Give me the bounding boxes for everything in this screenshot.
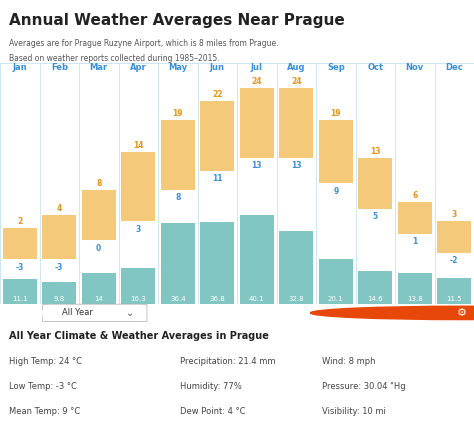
- Text: 22: 22: [212, 90, 222, 99]
- Text: Mean Temp: 9 °C: Mean Temp: 9 °C: [9, 408, 81, 417]
- Bar: [398, 202, 431, 234]
- Bar: [240, 215, 273, 304]
- Text: ⚙: ⚙: [457, 308, 467, 318]
- Text: Precipitation: 21.4 mm: Precipitation: 21.4 mm: [180, 357, 275, 365]
- Text: 11.1: 11.1: [12, 296, 27, 302]
- Text: 9: 9: [333, 187, 338, 196]
- Text: -3: -3: [55, 263, 64, 272]
- Text: Apr: Apr: [130, 63, 146, 72]
- Text: All Year Climate & Weather Averages in Prague: All Year Climate & Weather Averages in P…: [9, 331, 269, 341]
- Text: 13: 13: [370, 147, 381, 156]
- Text: 8: 8: [175, 193, 181, 202]
- Text: Aug: Aug: [287, 63, 306, 72]
- Bar: [3, 279, 36, 304]
- Bar: [161, 120, 194, 190]
- Text: 13: 13: [291, 161, 301, 170]
- Text: Jul: Jul: [251, 63, 263, 72]
- Text: 11.5: 11.5: [447, 296, 462, 302]
- Text: 13.8: 13.8: [407, 296, 423, 302]
- Text: 6: 6: [412, 191, 418, 201]
- Bar: [161, 223, 194, 304]
- Bar: [319, 120, 353, 183]
- Text: Based on weather reports collected during 1985–2015.: Based on weather reports collected durin…: [9, 54, 220, 63]
- Bar: [82, 273, 116, 304]
- Bar: [319, 259, 353, 304]
- Text: Wind: 8 mph: Wind: 8 mph: [322, 357, 376, 365]
- Text: 1: 1: [412, 237, 418, 246]
- Bar: [438, 278, 471, 304]
- Text: 0: 0: [96, 243, 101, 253]
- Text: 24: 24: [252, 77, 262, 86]
- Text: Sep: Sep: [327, 63, 345, 72]
- Bar: [358, 158, 392, 209]
- Text: All Year: All Year: [62, 309, 92, 317]
- Text: 3: 3: [452, 210, 457, 220]
- Text: 36.4: 36.4: [170, 296, 185, 302]
- Text: 32.8: 32.8: [289, 296, 304, 302]
- Text: 8: 8: [96, 179, 101, 188]
- Text: 19: 19: [330, 109, 341, 118]
- Text: 14.6: 14.6: [367, 296, 383, 302]
- Text: Jun: Jun: [210, 63, 225, 72]
- Text: Feb: Feb: [51, 63, 68, 72]
- Bar: [82, 190, 116, 240]
- Text: 24: 24: [291, 77, 301, 86]
- Bar: [201, 222, 234, 304]
- Text: May: May: [168, 63, 187, 72]
- Text: Humidity: 77%: Humidity: 77%: [180, 382, 242, 391]
- Text: -3: -3: [16, 263, 24, 272]
- Text: High Temp: 24 °C: High Temp: 24 °C: [9, 357, 82, 365]
- Bar: [358, 271, 392, 304]
- Bar: [43, 282, 76, 304]
- Bar: [280, 231, 313, 304]
- Text: 9.8: 9.8: [54, 296, 65, 302]
- Text: Showing:: Showing:: [5, 309, 52, 317]
- Text: Annual Weather Averages Near Prague: Annual Weather Averages Near Prague: [9, 13, 345, 28]
- Text: Jan: Jan: [12, 63, 27, 72]
- Text: 2: 2: [17, 217, 22, 226]
- Text: Visibility: 10 mi: Visibility: 10 mi: [322, 408, 386, 417]
- Text: -2: -2: [450, 256, 458, 265]
- Text: 4: 4: [56, 204, 62, 213]
- Text: 14: 14: [133, 141, 144, 150]
- Text: Dec: Dec: [446, 63, 463, 72]
- Text: Dew Point: 4 °C: Dew Point: 4 °C: [180, 408, 246, 417]
- Text: 11: 11: [212, 174, 222, 183]
- Text: 40.1: 40.1: [249, 296, 264, 302]
- Text: 3: 3: [136, 224, 141, 233]
- Bar: [398, 273, 431, 304]
- Text: 19: 19: [173, 109, 183, 118]
- Text: 13: 13: [252, 161, 262, 170]
- Text: 36.8: 36.8: [210, 296, 225, 302]
- Text: 5: 5: [373, 212, 378, 221]
- FancyBboxPatch shape: [43, 304, 147, 322]
- Circle shape: [310, 306, 474, 319]
- Bar: [280, 88, 313, 158]
- Bar: [43, 215, 76, 260]
- Text: 16.3: 16.3: [130, 296, 146, 302]
- Bar: [3, 228, 36, 260]
- Text: 20.1: 20.1: [328, 296, 344, 302]
- Text: Oct: Oct: [367, 63, 383, 72]
- Text: Nov: Nov: [406, 63, 424, 72]
- Bar: [201, 101, 234, 171]
- Bar: [121, 151, 155, 221]
- Bar: [240, 88, 273, 158]
- Text: Low Temp: -3 °C: Low Temp: -3 °C: [9, 382, 77, 391]
- Text: ⌄: ⌄: [126, 308, 135, 318]
- Bar: [438, 221, 471, 253]
- Text: Pressure: 30.04 "Hg: Pressure: 30.04 "Hg: [322, 382, 406, 391]
- Text: Mar: Mar: [90, 63, 108, 72]
- Bar: [121, 268, 155, 304]
- Text: Averages are for Prague Ruzyne Airport, which is 8 miles from Prague.: Averages are for Prague Ruzyne Airport, …: [9, 39, 279, 48]
- Text: 14: 14: [94, 296, 103, 302]
